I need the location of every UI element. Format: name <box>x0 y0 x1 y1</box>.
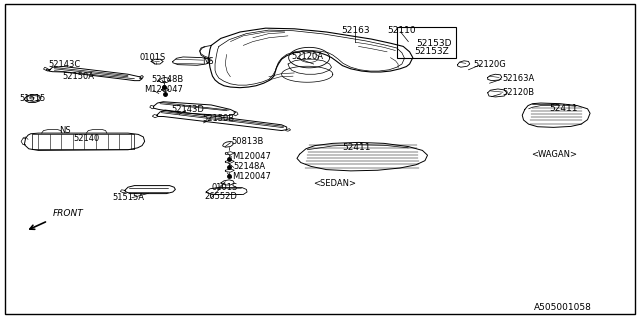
Text: <SEDAN>: <SEDAN> <box>314 179 356 188</box>
Text: 52120A: 52120A <box>291 52 323 61</box>
Bar <box>397 27 456 58</box>
Text: A505001058: A505001058 <box>534 303 592 312</box>
Text: 52150A: 52150A <box>63 72 95 81</box>
Text: 52411: 52411 <box>342 143 371 152</box>
Text: 52120B: 52120B <box>502 88 534 97</box>
Text: 51515A: 51515A <box>113 193 145 202</box>
Text: 52153Z: 52153Z <box>415 47 449 56</box>
Text: 51515: 51515 <box>19 94 45 103</box>
Text: 50813B: 50813B <box>232 137 264 146</box>
Text: 52153D: 52153D <box>416 39 451 48</box>
Text: M120047: M120047 <box>232 172 271 181</box>
Text: 52143D: 52143D <box>172 105 204 114</box>
Text: M120047: M120047 <box>144 85 183 94</box>
Text: 0101S: 0101S <box>211 183 237 192</box>
Text: NS: NS <box>60 126 71 135</box>
Text: NS: NS <box>202 57 214 66</box>
Text: 52148B: 52148B <box>152 75 184 84</box>
Text: 52120G: 52120G <box>474 60 506 68</box>
Text: 52110: 52110 <box>387 26 416 35</box>
Text: 52148A: 52148A <box>234 162 266 171</box>
Text: 52411: 52411 <box>549 104 578 113</box>
Text: 52163: 52163 <box>342 26 371 35</box>
Text: FRONT: FRONT <box>52 209 83 218</box>
Text: 52150B: 52150B <box>202 114 234 123</box>
Text: 26552D: 26552D <box>205 192 237 201</box>
Text: 0101S: 0101S <box>140 53 166 62</box>
Text: 52163A: 52163A <box>502 74 534 83</box>
Text: <WAGAN>: <WAGAN> <box>531 150 577 159</box>
Text: 52140: 52140 <box>74 134 100 143</box>
Text: M120047: M120047 <box>232 152 271 161</box>
Text: 52143C: 52143C <box>48 60 80 68</box>
